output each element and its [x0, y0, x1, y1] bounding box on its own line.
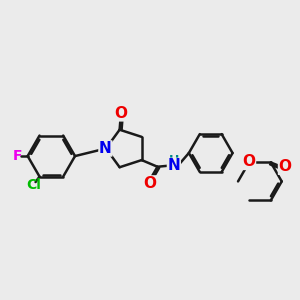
Text: Cl: Cl: [27, 178, 41, 192]
Text: O: O: [144, 176, 157, 191]
Text: O: O: [242, 154, 256, 169]
Text: N: N: [99, 141, 112, 156]
Text: O: O: [114, 106, 127, 121]
Text: H: H: [169, 154, 179, 167]
Text: F: F: [12, 149, 22, 163]
Text: N: N: [167, 158, 180, 173]
Text: O: O: [279, 159, 292, 174]
